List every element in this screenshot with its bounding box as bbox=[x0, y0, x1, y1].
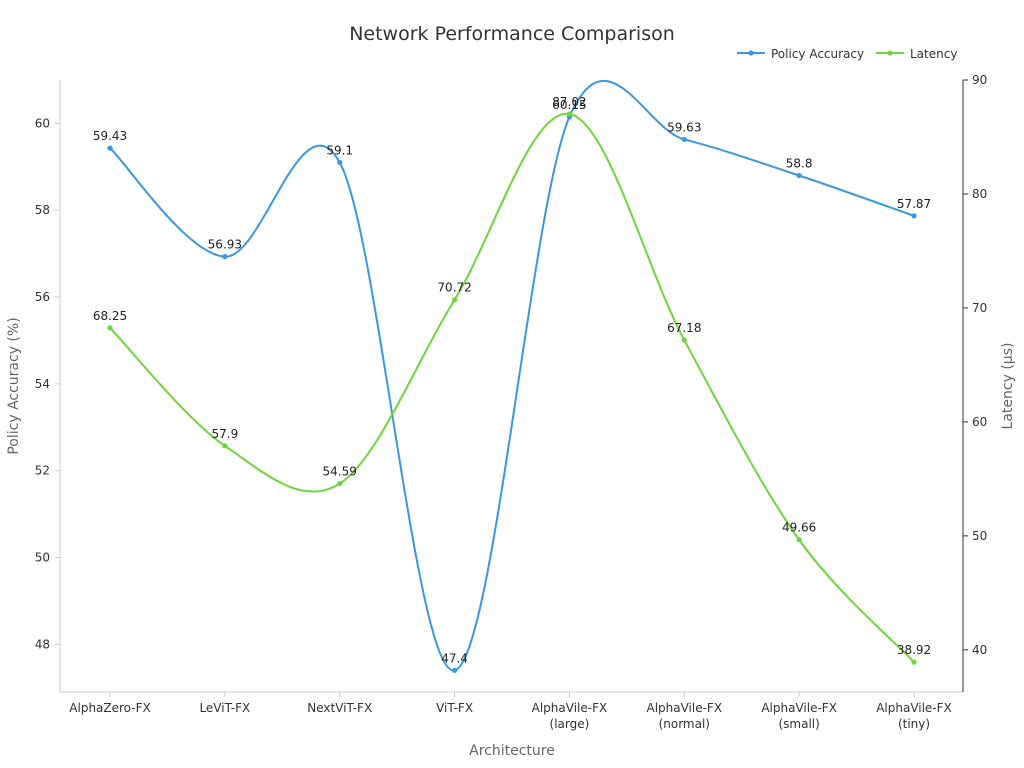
point-latency bbox=[222, 443, 228, 449]
x-tick-label: AlphaZero-FX bbox=[69, 701, 150, 715]
y-axis-left-ticks: 48 50 52 54 56 58 60 bbox=[35, 116, 60, 651]
x-tick-label: AlphaVile-FX (small) bbox=[761, 701, 837, 731]
data-label-policy-accuracy: 59.43 bbox=[93, 129, 127, 143]
series-line-policy-accuracy bbox=[109, 79, 915, 672]
x-tick-label-line: AlphaVile-FX bbox=[646, 701, 722, 715]
x-tick-label: NextViT-FX bbox=[307, 701, 372, 715]
y-left-tick-label: 54 bbox=[35, 377, 50, 391]
data-label-policy-accuracy: 47.4 bbox=[441, 651, 468, 665]
point-policy-accuracy bbox=[911, 213, 917, 219]
x-tick-label-line: AlphaVile-FX bbox=[876, 701, 952, 715]
legend-label-latency: Latency bbox=[910, 47, 957, 61]
point-latency bbox=[337, 480, 343, 487]
point-latency bbox=[681, 337, 687, 343]
point-policy-accuracy bbox=[681, 136, 687, 143]
y-right-tick-label: 90 bbox=[972, 73, 987, 87]
series-line-latency bbox=[109, 112, 915, 663]
y-left-tick-label: 48 bbox=[35, 637, 50, 651]
point-policy-accuracy bbox=[107, 145, 113, 151]
x-tick-label: ViT-FX bbox=[436, 701, 473, 715]
point-policy-accuracy bbox=[337, 159, 343, 166]
data-labels: 59.43 56.93 59.1 47.4 60.15 59.63 58.8 57.87 68.… bbox=[93, 95, 931, 665]
data-label-latency: 87.02 bbox=[552, 95, 586, 109]
y-left-tick-label: 52 bbox=[35, 464, 50, 478]
data-label-policy-accuracy: 57.87 bbox=[897, 197, 931, 211]
x-tick-label-line: (normal) bbox=[659, 717, 710, 731]
data-label-policy-accuracy: 58.8 bbox=[786, 156, 813, 170]
legend-marker-policy-accuracy bbox=[748, 50, 754, 56]
x-tick-label: AlphaVile-FX (normal) bbox=[646, 701, 722, 731]
x-tick-label-line: AlphaVile-FX bbox=[761, 701, 837, 715]
y-right-tick-label: 70 bbox=[972, 301, 987, 315]
x-tick-label-line: AlphaVile-FX bbox=[532, 701, 608, 715]
data-label-latency: 68.25 bbox=[93, 309, 127, 323]
data-label-latency: 38.92 bbox=[897, 643, 931, 657]
point-latency bbox=[796, 537, 802, 543]
data-label-latency: 67.18 bbox=[667, 321, 701, 335]
x-axis-ticks: AlphaZero-FX LeViT-FX NextViT-FX ViT-FX Alph… bbox=[69, 692, 952, 731]
x-tick-label: AlphaVile-FX (tiny) bbox=[876, 701, 952, 731]
chart-title: Network Performance Comparison bbox=[349, 23, 675, 45]
x-axis-title: Architecture bbox=[469, 743, 555, 759]
y-axis-right-title: Latency (µs) bbox=[1000, 343, 1016, 430]
series-layer bbox=[107, 79, 917, 673]
x-tick-label: LeViT-FX bbox=[199, 701, 250, 715]
data-label-policy-accuracy: 56.93 bbox=[208, 238, 242, 252]
y-axis-right-ticks: 40 50 60 70 80 90 bbox=[963, 73, 987, 657]
data-label-latency: 49.66 bbox=[782, 521, 816, 535]
x-tick-label-line: (large) bbox=[550, 717, 590, 731]
y-right-tick-label: 40 bbox=[972, 643, 987, 657]
data-label-latency: 54.59 bbox=[323, 465, 357, 479]
data-label-policy-accuracy: 59.63 bbox=[667, 120, 701, 134]
legend-marker-latency bbox=[887, 50, 893, 56]
legend-label-policy-accuracy: Policy Accuracy bbox=[771, 47, 864, 61]
y-axis-left-title: Policy Accuracy (%) bbox=[6, 317, 22, 454]
point-latency bbox=[107, 325, 113, 331]
data-label-latency: 70.72 bbox=[437, 281, 471, 295]
point-policy-accuracy bbox=[451, 667, 458, 673]
x-tick-label-line: NextViT-FX bbox=[307, 701, 372, 715]
x-tick-label: AlphaVile-FX (large) bbox=[532, 701, 608, 731]
point-latency bbox=[911, 659, 917, 665]
y-left-tick-label: 50 bbox=[35, 550, 50, 564]
data-label-policy-accuracy: 60.15 bbox=[552, 98, 586, 112]
legend: Policy Accuracy Latency bbox=[737, 47, 957, 61]
y-right-tick-label: 50 bbox=[972, 529, 987, 543]
point-latency bbox=[451, 297, 458, 303]
y-left-tick-label: 58 bbox=[35, 203, 50, 217]
x-tick-label-line: (tiny) bbox=[898, 717, 930, 731]
x-tick-label-line: ViT-FX bbox=[436, 701, 473, 715]
data-label-latency: 57.9 bbox=[211, 427, 238, 441]
point-policy-accuracy bbox=[222, 254, 228, 260]
x-tick-label-line: LeViT-FX bbox=[199, 701, 250, 715]
data-label-policy-accuracy: 59.1 bbox=[326, 143, 353, 157]
y-left-tick-label: 56 bbox=[35, 290, 50, 304]
y-right-tick-label: 80 bbox=[972, 187, 987, 201]
point-latency bbox=[566, 111, 573, 117]
y-right-tick-label: 60 bbox=[972, 415, 987, 429]
x-tick-label-line: (small) bbox=[778, 717, 819, 731]
y-left-tick-label: 60 bbox=[35, 116, 50, 130]
point-policy-accuracy bbox=[796, 172, 802, 179]
x-tick-label-line: AlphaZero-FX bbox=[69, 701, 150, 715]
